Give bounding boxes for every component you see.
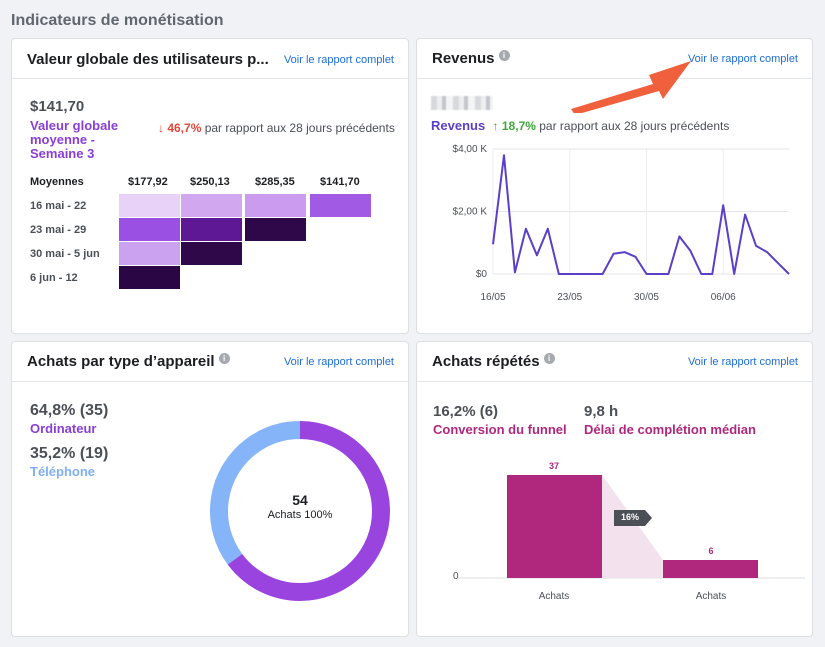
ltv-trend-text: par rapport aux 28 jours précédents [204,121,395,135]
funnel-label: Conversion du funnel [433,422,567,437]
cohort-cell[interactable] [245,194,306,217]
cohort-header-week4: $141,70 [320,176,360,188]
ltv-card-header: Valeur globale des utilisateurs p... Voi… [12,39,408,79]
revenue-chart: $0 $2,00 K $4,00 K 16/05 23/05 30/05 06/06 [453,144,790,303]
y-tick-label: $0 [476,269,488,280]
funnel-zero-label: 0 [453,571,459,582]
desktop-value: 64,8% (35) [30,402,109,419]
phone-label: Téléphone [30,464,96,479]
repeat-title: Achats répétés [432,353,540,370]
funnel-bar-2 [663,560,758,578]
revenue-card: Revenus i Voir le rapport complet Revenus… [416,38,813,334]
cohort-row-label: 30 mai - 5 jun [30,248,100,260]
y-tick-label: $4,00 K [453,144,488,155]
section-title: Indicateurs de monétisation [11,12,224,29]
funnel-badge: 16% [620,512,639,522]
cohort-cell[interactable] [310,194,371,217]
info-icon[interactable]: i [498,50,510,61]
phone-value: 35,2% (19) [30,445,109,462]
time-label: Délai de complétion médian [584,422,756,437]
ltv-trend-value: ↓ 46,7% [158,121,202,135]
annotation-arrow [571,61,691,113]
x-tick-label: 30/05 [634,292,659,303]
devices-card: Achats par type d’appareil i Voir le rapp… [11,341,409,637]
revenue-trend-line: Revenus ↑ 18,7% par rapport aux 28 jours… [431,118,729,133]
ltv-report-link[interactable]: Voir le rapport complet [283,54,394,66]
desktop-label: Ordinateur [30,421,97,436]
ltv-value: $141,70 [30,98,85,115]
series-line-revenus [492,154,790,275]
donut-center-label: Achats 100% [267,509,333,521]
ltv-title: Valeur globale des utilisateurs p... [27,51,269,68]
donut-center-value: 54 [292,492,308,508]
funnel-bar-2-value: 6 [708,546,714,556]
devices-card-header: Achats par type d’appareil i Voir le rapp… [12,342,408,382]
revenue-trend-value: ↑ 18,7% [492,119,536,133]
y-tick-label: $2,00 K [453,207,488,218]
cohort-cell[interactable] [119,266,180,289]
time-value: 9,8 h [584,403,619,420]
cohort-header-week3: $285,35 [255,176,295,188]
ltv-label: Valeur globale moyenne - Semaine 3 [30,118,119,161]
info-icon[interactable]: i [543,353,555,364]
cohort-cell[interactable] [119,194,180,217]
cohort-cell[interactable] [245,218,306,241]
ltv-trend: ↓ 46,7% par rapport aux 28 jours précéde… [158,121,395,135]
revenue-card-header: Revenus i Voir le rapport complet [417,39,812,79]
funnel-chart [457,475,805,579]
blurred-amount [431,96,493,110]
repeat-report-link[interactable]: Voir le rapport complet [687,356,798,368]
revenue-report-link[interactable]: Voir le rapport complet [687,53,798,65]
cohort-row-label: 6 jun - 12 [30,272,78,284]
cohort-cell[interactable] [119,242,180,265]
cohort-header-week2: $250,13 [190,176,230,188]
repeat-card-header: Achats répétés i Voir le rapport complet [417,342,812,382]
info-icon[interactable]: i [218,353,230,364]
funnel-bar-2-label: Achats [695,591,727,602]
revenue-title-wrap: Revenus i [432,50,510,67]
funnel-value: 16,2% (6) [433,403,499,420]
revenue-title: Revenus [432,50,495,67]
cohort-cell[interactable] [119,218,180,241]
repeat-title-wrap: Achats répétés i [432,353,555,370]
devices-report-link[interactable]: Voir le rapport complet [283,356,394,368]
revenue-label: Revenus [431,118,486,133]
ltv-card: Valeur globale des utilisateurs p... Voi… [11,38,409,334]
revenue-trend-text: par rapport aux 28 jours précédents [539,119,730,133]
devices-donut [210,421,390,601]
funnel-bar-1-value: 37 [548,461,559,471]
x-tick-label: 16/05 [480,292,505,303]
repeat-card: Achats répétés i Voir le rapport complet … [416,341,813,637]
cohort-cell[interactable] [181,194,242,217]
cohort-cell[interactable] [181,218,242,241]
cohort-row-label: 16 mai - 22 [30,200,87,212]
devices-title-wrap: Achats par type d’appareil i [27,353,230,370]
cohort-header-label: Moyennes [30,176,84,188]
cohort-cell[interactable] [181,242,242,265]
devices-title: Achats par type d’appareil [27,353,215,370]
funnel-bar-1 [507,475,602,578]
cohort-header-week1: $177,92 [128,176,168,188]
donut-desktop-segment [210,421,390,601]
cohort-row-label: 23 mai - 29 [30,224,87,236]
x-tick-label: 06/06 [711,292,736,303]
funnel-bar-1-label: Achats [538,591,570,602]
x-tick-label: 23/05 [557,292,582,303]
